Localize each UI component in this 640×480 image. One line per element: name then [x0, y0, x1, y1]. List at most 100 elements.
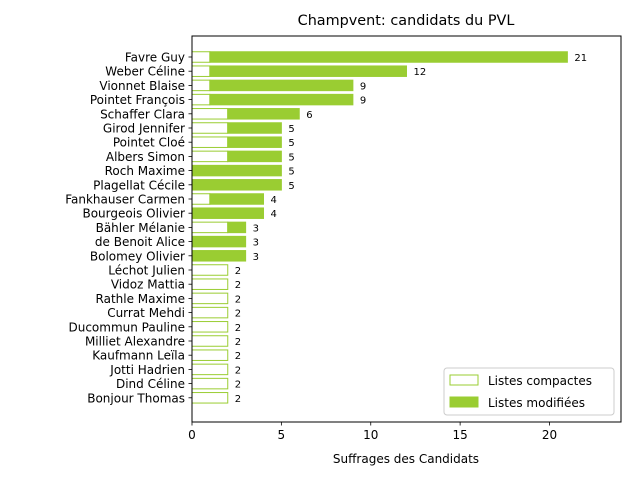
chart-title: Champvent: candidats du PVL	[298, 13, 515, 29]
bar-value-label: 2	[235, 280, 241, 291]
bar-value-label: 9	[360, 81, 366, 92]
y-tick-label: Jotti Hadrien	[109, 363, 185, 377]
bar-compactes	[191, 278, 229, 290]
bar-compactes	[191, 193, 211, 205]
bar-compactes	[191, 264, 229, 276]
bar-value-label: 9	[360, 96, 366, 107]
bar-compactes	[191, 292, 229, 305]
y-tick-label: Fankhauser Carmen	[65, 193, 185, 207]
legend-swatch-compactes	[449, 374, 479, 386]
bar-value-label: 2	[235, 294, 241, 305]
bar-compactes	[191, 108, 229, 120]
y-tick-label: Bähler Mélanie	[96, 221, 185, 235]
bar-modifiees	[227, 221, 247, 234]
x-axis: 0 5 10 15 20	[188, 422, 557, 442]
bar-value-label: 5	[288, 152, 294, 163]
x-tick-label: 20	[542, 428, 557, 442]
y-tick-label: Bourgeois Olivier	[82, 207, 185, 221]
x-tick-label: 10	[363, 428, 378, 442]
y-tick-label: Rathle Maxime	[96, 292, 185, 306]
bar-modifiees	[209, 79, 354, 92]
y-tick-label: Ducommun Pauline	[68, 320, 185, 334]
bar-modifiees	[209, 193, 264, 205]
legend-label-modifiees: Listes modifiées	[488, 396, 585, 410]
y-tick-label: Albers Simon	[106, 150, 185, 164]
bar-modifiees	[227, 122, 282, 134]
bar-value-label: 2	[235, 309, 241, 320]
bar-value-label: 2	[235, 351, 241, 362]
bar-value-label: 2	[235, 394, 241, 405]
bar-value-label: 2	[235, 337, 241, 348]
plot-frame	[191, 35, 622, 423]
legend: Listes compactes Listes modifiées	[443, 367, 615, 416]
bar-compactes	[191, 349, 229, 361]
bar-modifiees	[209, 93, 354, 106]
bar-compactes	[191, 392, 229, 404]
y-tick-label: Plagellat Cécile	[93, 178, 185, 192]
bar-compactes	[191, 321, 229, 333]
bar-value-label: 4	[271, 209, 277, 220]
bar-value-label: 12	[414, 67, 427, 78]
legend-frame	[443, 367, 615, 416]
y-tick-label: Roch Maxime	[105, 164, 185, 178]
bar-modifiees	[191, 207, 264, 219]
y-tick-label: Favre Guy	[125, 51, 185, 65]
bar-compactes	[191, 122, 229, 134]
bar-value-label: 3	[253, 238, 259, 249]
bar-value-label: 5	[288, 167, 294, 178]
y-tick-label: Léchot Julien	[108, 264, 185, 278]
bar-value-label: 2	[235, 365, 241, 376]
bar-value-label: 3	[253, 252, 259, 263]
y-tick-label: Girod Jennifer	[103, 122, 185, 136]
bar-compactes	[191, 93, 211, 106]
y-tick-label: Dind Céline	[116, 377, 185, 391]
y-tick-label: Bonjour Thomas	[87, 391, 185, 405]
x-axis-label: Suffrages des Candidats	[333, 452, 479, 466]
bar-modifiees	[191, 179, 282, 191]
bar-value-label: 3	[253, 223, 259, 234]
bar-modifiees	[209, 65, 407, 77]
bar-value-label: 5	[288, 138, 294, 149]
y-tick-label: de Benoit Alice	[95, 235, 185, 249]
bar-value-label: 5	[288, 181, 294, 192]
bar-modifiees	[227, 136, 282, 148]
bar-compactes	[191, 51, 211, 63]
bar-compactes	[191, 79, 211, 92]
bar-value-label: 2	[235, 323, 241, 334]
bar-compactes	[191, 363, 229, 376]
bar-compactes	[191, 65, 211, 77]
bar-modifiees	[227, 150, 282, 163]
x-tick-label: 0	[188, 428, 196, 442]
bar-compactes	[191, 377, 229, 390]
bar-compactes	[191, 306, 229, 319]
bar-compactes	[191, 136, 229, 148]
bar-compactes	[191, 150, 229, 163]
bar-compactes	[191, 335, 229, 347]
y-tick-label: Pointet François	[90, 93, 185, 107]
bar-value-label: 4	[271, 195, 277, 206]
y-tick-label: Weber Céline	[105, 65, 185, 79]
y-tick-label: Bolomey Olivier	[90, 249, 185, 263]
y-tick-label: Vidoz Mattia	[111, 278, 185, 292]
bar-value-label: 6	[306, 110, 312, 121]
bar-value-label: 2	[235, 266, 241, 277]
y-tick-label: Kaufmann Leïla	[92, 349, 185, 363]
y-tick-label: Currat Mehdi	[107, 306, 185, 320]
bars-group	[191, 51, 568, 404]
bar-modifiees	[209, 51, 568, 63]
y-tick-label: Milliet Alexandre	[85, 335, 185, 349]
bar-modifiees	[227, 108, 300, 120]
bar-value-label: 21	[574, 53, 587, 64]
bar-modifiees	[191, 164, 282, 177]
y-tick-label: Pointet Cloé	[113, 136, 185, 150]
x-tick-label: 15	[452, 428, 467, 442]
bar-modifiees	[191, 235, 247, 248]
bar-modifiees	[191, 250, 247, 262]
bar-value-label: 2	[235, 380, 241, 391]
legend-swatch-modifiees	[449, 396, 479, 408]
bar-value-label: 5	[288, 124, 294, 135]
y-tick-label: Schaffer Clara	[100, 107, 185, 121]
y-tick-label: Vionnet Blaise	[99, 79, 185, 93]
